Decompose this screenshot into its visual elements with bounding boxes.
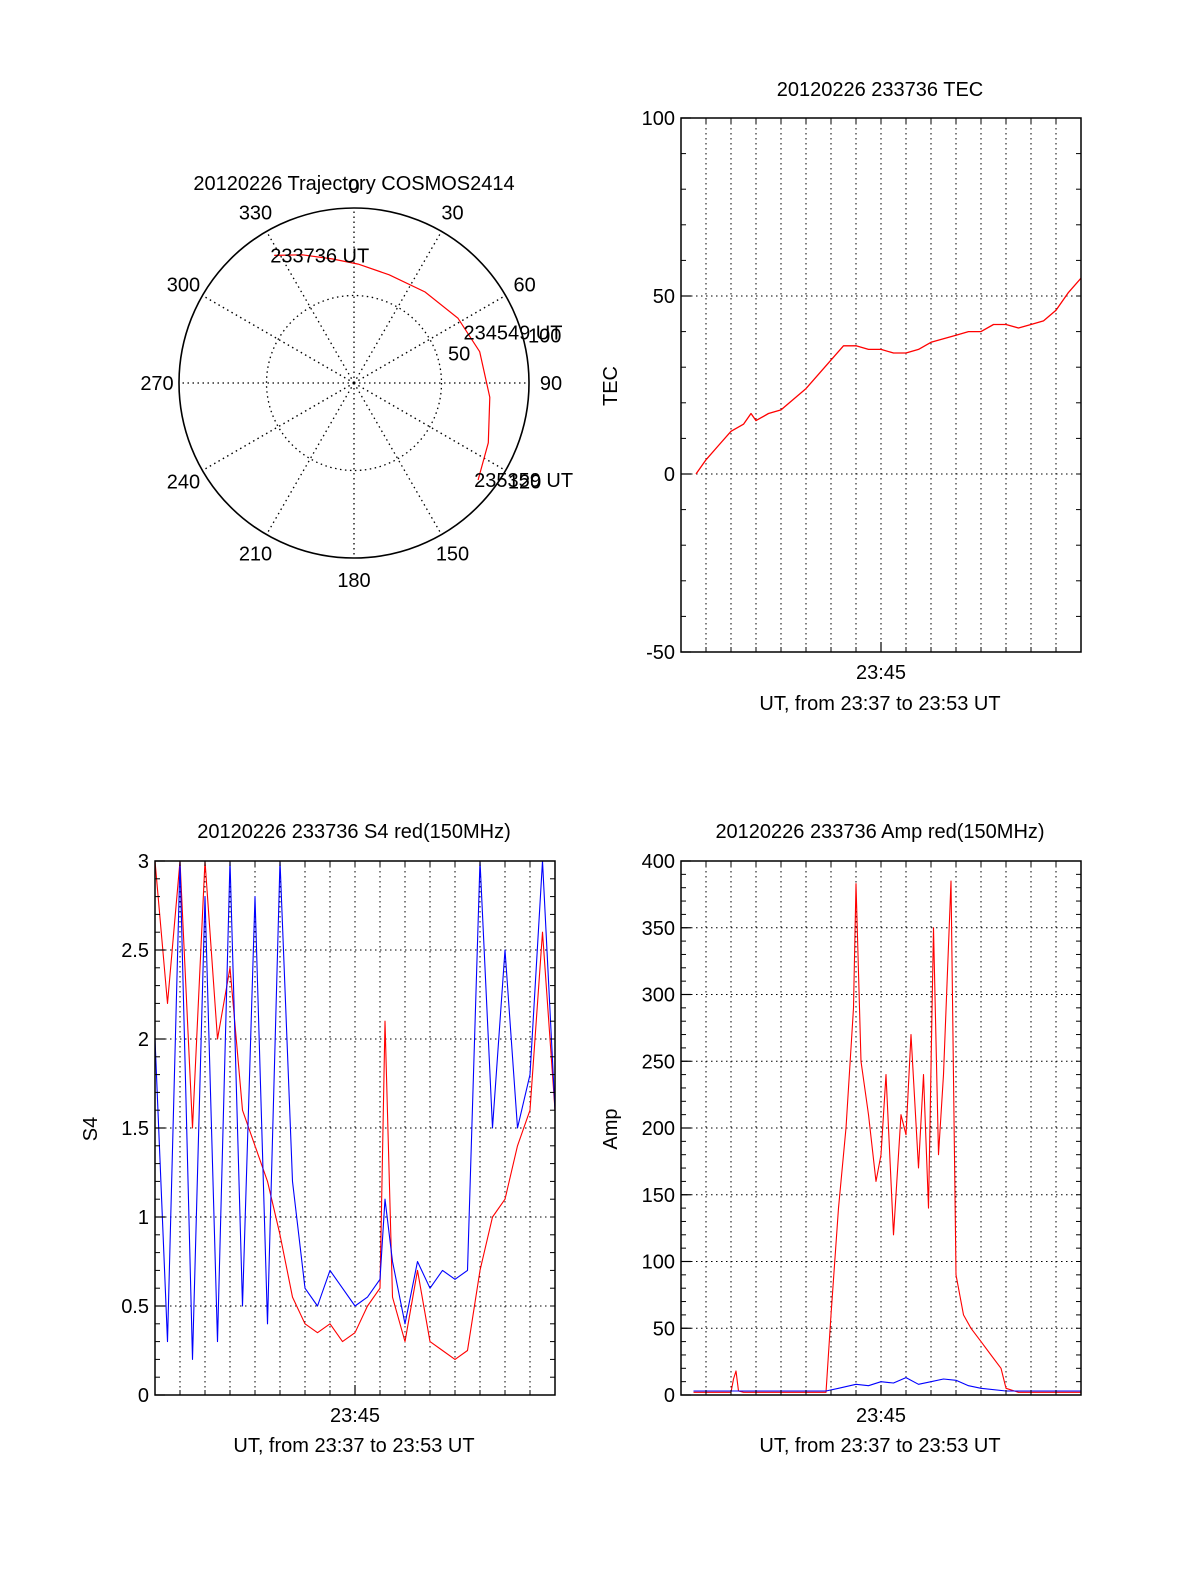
- y-tick-label: 0.5: [121, 1296, 149, 1318]
- x-tick-label: 23:45: [330, 1405, 380, 1427]
- polar-spoke: [265, 382, 355, 535]
- y-tick-label: 250: [642, 1051, 675, 1073]
- polar-radial-label: 100: [528, 325, 561, 347]
- polar-azimuth-label: 300: [167, 275, 200, 297]
- y-tick-label: 2: [138, 1029, 149, 1051]
- y-tick-label: 150: [642, 1185, 675, 1207]
- y-tick-label: 3: [138, 851, 149, 873]
- polar-time-annotation: 235359 UT: [474, 470, 573, 492]
- polar-azimuth-label: 60: [513, 275, 535, 297]
- polar-time-annotation: 233736 UT: [270, 245, 369, 267]
- polar-ring-50: [265, 294, 443, 472]
- polar-trajectory-line: [274, 254, 491, 481]
- y-tick-label: 1: [138, 1207, 149, 1229]
- y-tick-label: 2.5: [121, 940, 149, 962]
- polar-spoke: [202, 294, 355, 384]
- polar-spoke: [353, 382, 443, 535]
- x-tick-label: 23:45: [856, 1405, 906, 1427]
- polar-labels: 0 30 60 90 120 150 180 210 240 270 300 330 50 100 2337…: [140, 176, 573, 592]
- polar-azimuth-label: 330: [239, 202, 272, 224]
- y-tick-label: 100: [642, 108, 675, 130]
- y-tick-label: 1.5: [121, 1118, 149, 1140]
- polar-spoke: [265, 231, 355, 384]
- polar-title: 20120226 Trajectory COSMOS2414: [193, 173, 514, 195]
- y-tick-label: 300: [642, 985, 675, 1007]
- amp-panel: 20120226 233736 Amp red(150MHz) 0 50 100 15…: [600, 821, 1082, 1457]
- polar-grid: [178, 207, 530, 559]
- s4-xlabel: UT, from 23:37 to 23:53 UT: [233, 1435, 474, 1457]
- polar-trajectory: [274, 254, 491, 481]
- polar-azimuth-label: 0: [348, 176, 359, 198]
- polar-azimuth-label: 120: [508, 472, 541, 494]
- polar-time-annotation: 234549 UT: [464, 322, 563, 344]
- series-line-1: [695, 277, 1081, 475]
- polar-spoke: [353, 382, 506, 472]
- series-group: [155, 861, 555, 1360]
- y-tick-label: -50: [646, 642, 675, 664]
- amp-plot-area: 0 50 100 150 200 250 300 350 400 23:45: [642, 851, 1082, 1427]
- polar-outer-circle: [178, 207, 530, 559]
- y-tick-label: 350: [642, 918, 675, 940]
- s4-title: 20120226 233736 S4 red(150MHz): [197, 821, 511, 843]
- polar-azimuth-label: 240: [167, 472, 200, 494]
- polar-azimuth-label: 150: [436, 544, 469, 566]
- polar-spoke: [202, 382, 355, 472]
- y-tick-label: 50: [653, 1318, 675, 1340]
- tec-xlabel: UT, from 23:37 to 23:53 UT: [759, 693, 1000, 715]
- polar-azimuth-label: 90: [540, 373, 562, 395]
- polar-azimuth-label: 210: [239, 544, 272, 566]
- polar-azimuth-label: 180: [337, 570, 370, 592]
- y-tick-label: 200: [642, 1118, 675, 1140]
- series-line-2: [693, 1377, 1081, 1392]
- y-tick-label: 100: [642, 1252, 675, 1274]
- series-group: [695, 277, 1081, 475]
- y-tick-label: 50: [653, 286, 675, 308]
- polar-azimuth-label: 30: [441, 202, 463, 224]
- polar-azimuth-label: 270: [140, 373, 173, 395]
- polar-spoke: [353, 231, 443, 384]
- tec-ylabel: TEC: [600, 366, 622, 406]
- tec-plot-area: -50 0 50 100 23:45: [642, 108, 1082, 684]
- series-group: [693, 880, 1081, 1393]
- x-tick-label: 23:45: [856, 662, 906, 684]
- polar-spoke: [353, 294, 506, 384]
- y-tick-label: 0: [664, 464, 675, 486]
- polar-trajectory-panel: 20120226 Trajectory COSMOS2414 0 30 60 90 12…: [140, 173, 573, 592]
- y-tick-label: 0: [664, 1385, 675, 1407]
- polar-radial-label: 50: [448, 344, 470, 366]
- y-tick-label: 0: [138, 1385, 149, 1407]
- y-tick-label: 400: [642, 851, 675, 873]
- amp-xlabel: UT, from 23:37 to 23:53 UT: [759, 1435, 1000, 1457]
- s4-ylabel: S4: [80, 1117, 102, 1141]
- tec-title: 20120226 233736 TEC: [777, 79, 983, 101]
- amp-title: 20120226 233736 Amp red(150MHz): [715, 821, 1044, 843]
- series-line-2: [155, 861, 555, 1360]
- s4-plot-area: 0 0.5 1 1.5 2 2.5 3 23:45: [121, 851, 556, 1427]
- tec-panel: 20120226 233736 TEC -50 0 50 100 23:45 TEC U…: [600, 79, 1082, 715]
- series-line-1: [155, 861, 555, 1360]
- series-line-1: [693, 880, 1081, 1393]
- amp-ylabel: Amp: [600, 1108, 622, 1149]
- s4-panel: 20120226 233736 S4 red(150MHz) 0 0.5 1 1.5 2…: [80, 821, 556, 1457]
